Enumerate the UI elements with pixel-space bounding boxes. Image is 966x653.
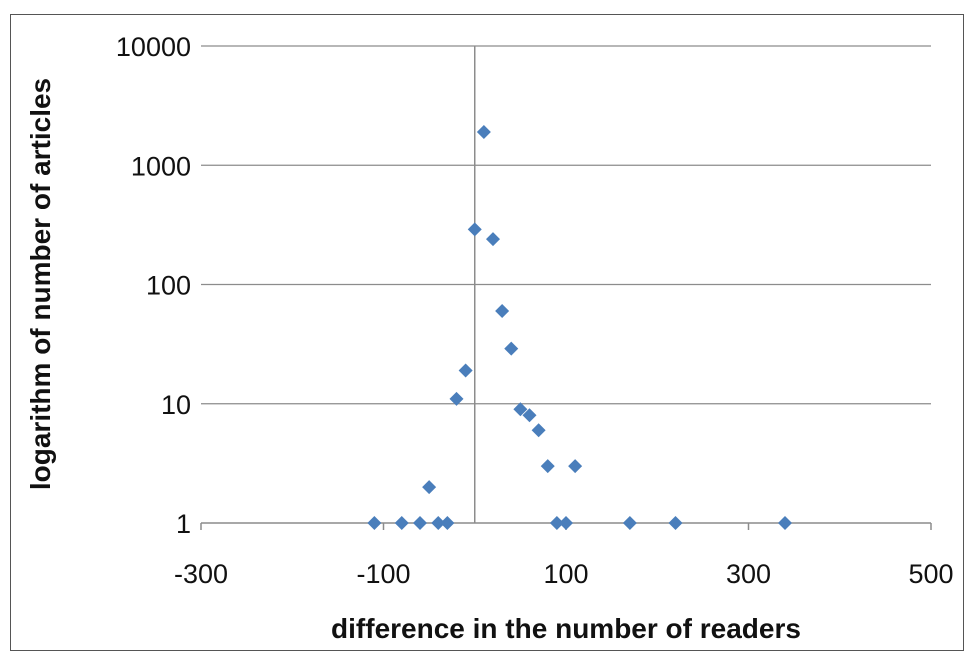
x-axis-title: difference in the number of readers (331, 613, 801, 644)
data-point (440, 516, 455, 530)
data-point (458, 363, 473, 378)
y-tick-label: 1000 (131, 151, 191, 181)
x-tick-labels: -300 -100 100 300 500 (174, 559, 954, 589)
y-tick-label: 1 (176, 509, 191, 539)
y-axis-title: logarithm of number of articles (25, 78, 56, 490)
gridlines (201, 45, 931, 405)
data-point (522, 408, 537, 423)
data-points (367, 125, 792, 530)
data-point (540, 459, 555, 474)
data-point (495, 303, 510, 318)
data-point (778, 516, 792, 530)
data-point (549, 516, 564, 530)
x-tick-label: 100 (543, 559, 588, 589)
data-point (668, 516, 683, 530)
data-point (476, 125, 491, 140)
y-tick-label: 10 (161, 390, 191, 420)
x-tick-label: -300 (174, 559, 228, 589)
data-point (504, 341, 519, 356)
data-point (467, 222, 482, 237)
axes (200, 46, 932, 530)
data-point (513, 402, 528, 417)
data-point (422, 480, 437, 495)
data-point (531, 423, 546, 438)
x-tick-label: 300 (726, 559, 771, 589)
y-tick-label: 10000 (116, 32, 191, 62)
data-point (568, 459, 583, 474)
data-point (431, 516, 446, 530)
x-tick-label: 500 (908, 559, 953, 589)
data-point (413, 516, 427, 530)
y-tick-labels: 1 10 100 1000 10000 (116, 32, 191, 539)
y-tick-label: 100 (146, 271, 191, 301)
data-point (486, 232, 500, 247)
x-tick-label: -100 (356, 559, 410, 589)
data-point (394, 516, 409, 530)
data-point (449, 391, 464, 406)
chart-frame (10, 14, 964, 651)
data-point (559, 516, 573, 530)
data-point (367, 516, 382, 530)
data-point (622, 516, 637, 530)
